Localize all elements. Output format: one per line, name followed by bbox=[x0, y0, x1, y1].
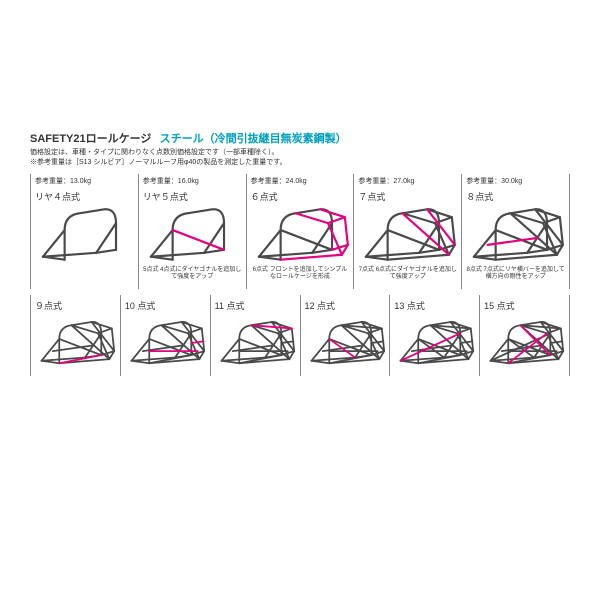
desc-line: 価格設定は、車種・タイプに関わりなく点数別価格設定です（一部車種除く）。 bbox=[30, 148, 570, 158]
type-label: 13 点式 bbox=[394, 299, 475, 312]
weight-label: 参考重量：30.0kg bbox=[466, 176, 565, 186]
type-label: ８点式 bbox=[466, 190, 565, 203]
rollcage-diagram bbox=[35, 205, 134, 265]
rollcage-diagram bbox=[484, 314, 565, 372]
cage-cell: 13 点式 bbox=[390, 295, 480, 376]
weight-label: 参考重量：27.0kg bbox=[358, 176, 457, 186]
rollcage-diagram bbox=[394, 314, 475, 372]
cage-caption: 7点式 6点式にダイヤゴナルを追加して強度アップ bbox=[358, 267, 457, 285]
cage-cell: 11 点式 bbox=[211, 295, 301, 376]
rollcage-diagram bbox=[251, 205, 350, 265]
product-title: SAFETY21ロールケージ bbox=[30, 133, 151, 145]
weight-label: 参考重量：16.0kg bbox=[143, 176, 242, 186]
weight-label: 参考重量：13.0kg bbox=[35, 176, 134, 186]
cage-grid-row1: 参考重量：13.0kg リヤ４点式参考重量：16.0kg リヤ５点式 5点式 4点式に… bbox=[30, 174, 570, 289]
cage-cell: 参考重量：16.0kg リヤ５点式 5点式 4点式にダイヤゴナルを追加して強度をアッ… bbox=[139, 174, 247, 289]
cage-caption: 6点式 フロントを追加してシンプルなロールケージを形成 bbox=[251, 267, 350, 285]
cage-cell: 参考重量：13.0kg リヤ４点式 bbox=[31, 174, 139, 289]
cage-caption: 8点式 7点式にリヤ横バーを追加して横方向の剛性をアップ bbox=[466, 267, 565, 285]
cage-caption bbox=[35, 267, 134, 285]
rollcage-diagram bbox=[358, 205, 457, 265]
rollcage-diagram bbox=[305, 314, 386, 372]
type-label: リヤ４点式 bbox=[35, 190, 134, 203]
type-label: ９点式 bbox=[35, 299, 116, 312]
type-label: リヤ５点式 bbox=[143, 190, 242, 203]
type-label: 12 点式 bbox=[305, 299, 386, 312]
type-label: ７点式 bbox=[358, 190, 457, 203]
cage-caption: 5点式 4点式にダイヤゴナルを追加して強度をアップ bbox=[143, 267, 242, 285]
cage-cell: ９点式 bbox=[31, 295, 121, 376]
type-label: 10 点式 bbox=[125, 299, 206, 312]
type-label: 11 点式 bbox=[215, 299, 296, 312]
cage-cell: 参考重量：24.0kg ６点式 6点式 フロントを追加してシンプルなロールケージを形… bbox=[247, 174, 355, 289]
description: 価格設定は、車種・タイプに関わりなく点数別価格設定です（一部車種除く）。 ※参考… bbox=[30, 148, 570, 168]
cage-cell: 15 点式 bbox=[480, 295, 570, 376]
cage-grid-row2: ９点式 10 点式 11 点式 12 点式 13 点式 15 点式 bbox=[30, 295, 570, 376]
rollcage-diagram bbox=[143, 205, 242, 265]
desc-line: ※参考重量は［S13 シルビア］ノーマルルーフ用φ40の製品を測定した重量です。 bbox=[30, 158, 570, 168]
weight-label: 参考重量：24.0kg bbox=[251, 176, 350, 186]
product-subtitle: スチール（冷間引抜継目無炭素鋼製） bbox=[160, 133, 347, 145]
cage-cell: 参考重量：27.0kg ７点式 7点式 6点式にダイヤゴナルを追加して強度アップ bbox=[354, 174, 462, 289]
rollcage-diagram bbox=[125, 314, 206, 372]
rollcage-diagram bbox=[35, 314, 116, 372]
cage-cell: 12 点式 bbox=[301, 295, 391, 376]
cage-cell: 参考重量：30.0kg ８点式 8点式 7点式にリヤ横バーを追加して横方向の剛性をア… bbox=[462, 174, 570, 289]
header: SAFETY21ロールケージ スチール（冷間引抜継目無炭素鋼製） bbox=[30, 130, 570, 146]
type-label: 15 点式 bbox=[484, 299, 565, 312]
rollcage-diagram bbox=[466, 205, 565, 265]
cage-cell: 10 点式 bbox=[121, 295, 211, 376]
rollcage-diagram bbox=[215, 314, 296, 372]
type-label: ６点式 bbox=[251, 190, 350, 203]
